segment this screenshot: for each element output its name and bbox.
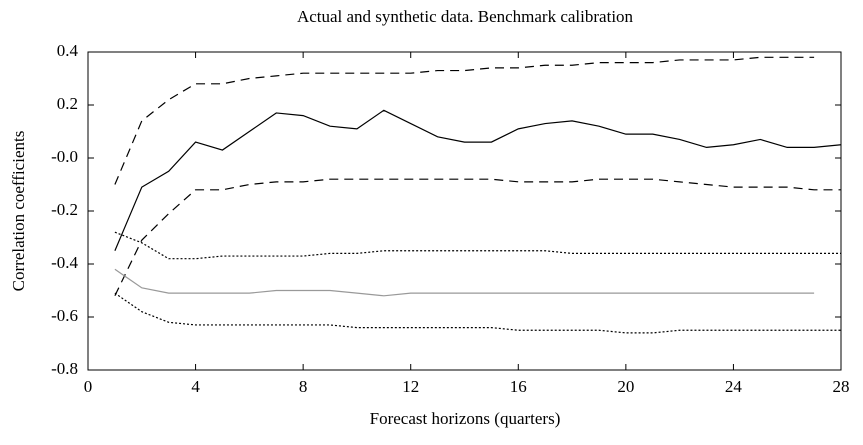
x-tick-label: 28 bbox=[833, 377, 850, 396]
y-tick-label: -0.8 bbox=[51, 359, 78, 378]
y-tick-label: -0.6 bbox=[51, 306, 78, 325]
x-tick-label: 20 bbox=[617, 377, 634, 396]
x-tick-label: 8 bbox=[299, 377, 308, 396]
y-tick-label: 0.2 bbox=[57, 94, 78, 113]
plot-frame bbox=[87, 51, 842, 371]
y-tick-label: -0.0 bbox=[51, 147, 78, 166]
y-tick-label: 0.4 bbox=[57, 41, 79, 60]
series-line bbox=[114, 231, 841, 260]
series-line bbox=[114, 268, 815, 297]
chart-title: Actual and synthetic data. Benchmark cal… bbox=[297, 7, 634, 26]
y-tick-label: -0.2 bbox=[51, 200, 78, 219]
series-line bbox=[114, 109, 842, 251]
x-tick-label: 0 bbox=[84, 377, 93, 396]
x-tick-label: 16 bbox=[510, 377, 527, 396]
series-line bbox=[114, 292, 841, 334]
series-line bbox=[114, 56, 815, 185]
x-tick-label: 24 bbox=[725, 377, 743, 396]
series-line bbox=[114, 178, 841, 297]
y-tick-label: -0.4 bbox=[51, 253, 78, 272]
x-tick-label: 4 bbox=[191, 377, 200, 396]
x-axis-label: Forecast horizons (quarters) bbox=[370, 409, 561, 428]
y-axis-label: Correlation coefficients bbox=[9, 131, 28, 292]
x-tick-label: 12 bbox=[402, 377, 419, 396]
